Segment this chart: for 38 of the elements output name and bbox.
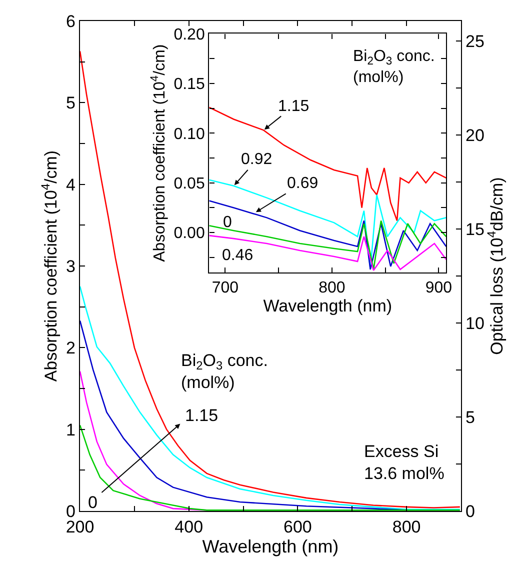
- y-tick-label: 6: [66, 12, 76, 31]
- y-tick-label: 0.15: [174, 76, 205, 94]
- annotation: 0.46: [222, 247, 254, 264]
- x-tick-label: 900: [425, 280, 452, 297]
- annotation: 0: [223, 214, 232, 231]
- line-series: [209, 234, 446, 272]
- annotation: 0.92: [241, 151, 272, 168]
- y2-tick-label: 20: [466, 126, 484, 145]
- y-tick-label: 3: [66, 256, 76, 276]
- y2-tick-label: 5: [466, 408, 475, 427]
- annotation: Bi$_{2}$O$_{3}$ conc. (mol%): [181, 351, 268, 392]
- annotation: Excess Si 13.6 mol%: [364, 442, 444, 484]
- annotation: 1.15: [278, 98, 310, 115]
- y-tick-label: 5: [66, 94, 76, 113]
- x-tick-label: 800: [318, 280, 346, 297]
- annotation: 1.15: [185, 406, 218, 425]
- y-tick-label: 0.05: [174, 175, 205, 192]
- annotation: 0.69: [287, 175, 318, 192]
- x-tick-label: 800: [392, 518, 421, 536]
- y2-tick-label: 25: [466, 32, 484, 51]
- x-tick-label: 600: [284, 518, 312, 536]
- x-tick-label: 700: [212, 280, 239, 297]
- annotation: Bi$_{2}$O$_{3}$ conc. (mol%): [353, 48, 435, 86]
- x-tick-label: 400: [174, 518, 204, 536]
- y-tick-label: 0.10: [174, 126, 205, 143]
- y2-tick-label: 10: [466, 314, 484, 333]
- x-axis-title: Wavelength (nm): [263, 296, 392, 316]
- x-axis-title: Wavelength (nm): [202, 536, 339, 556]
- line-series: [80, 424, 461, 511]
- y-tick-label: 0.20: [174, 26, 205, 44]
- y-tick-label: 1: [66, 420, 76, 440]
- y-tick-label: 0.00: [174, 225, 205, 242]
- y2-tick-label: 15: [466, 220, 484, 239]
- line-series: [209, 200, 446, 270]
- y-tick-label: 2: [66, 338, 76, 358]
- y2-tick-label: 0: [466, 502, 475, 521]
- annotation: 0: [88, 493, 98, 512]
- y-tick-label: 4: [66, 175, 76, 194]
